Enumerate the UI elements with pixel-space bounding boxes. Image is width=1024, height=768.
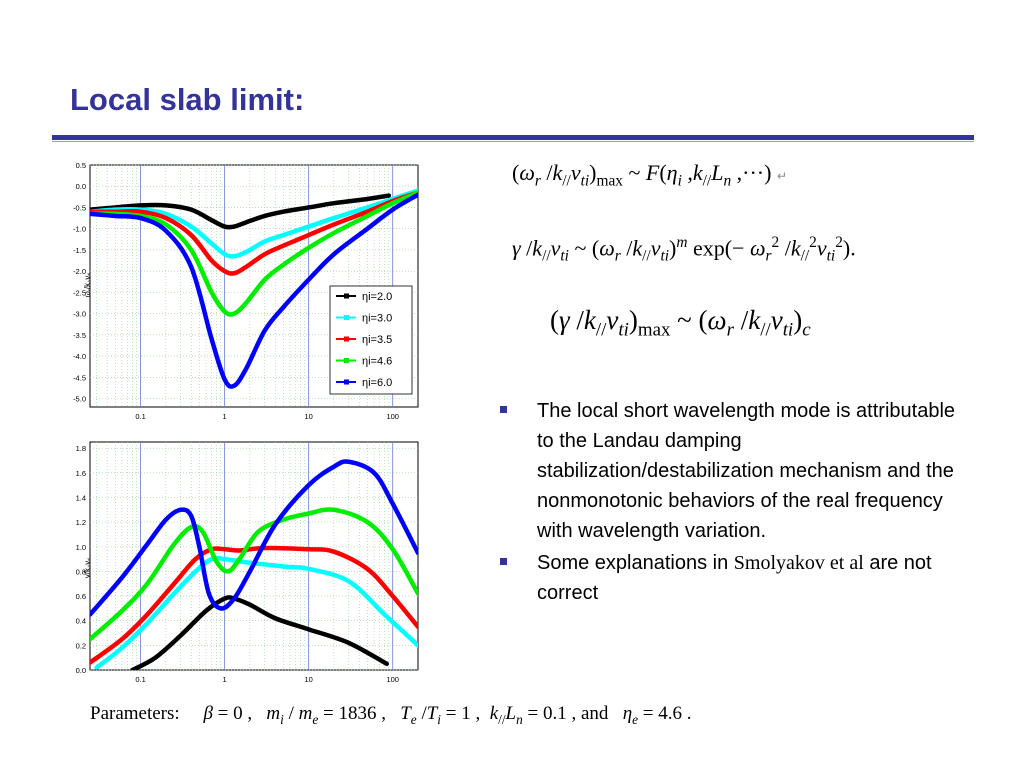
x-tick-label: 0.1: [135, 412, 145, 421]
x-tick-label: 10: [304, 412, 312, 421]
series-line--i-3-5: [90, 190, 418, 276]
legend-marker: [344, 315, 349, 320]
series-line--i-4-6: [90, 507, 418, 642]
series-line--i-6-0: [90, 459, 418, 617]
legend-marker: [344, 336, 349, 342]
y-tick-label: 0.8: [76, 567, 86, 576]
legend-label: ηi=4.6: [362, 356, 392, 368]
equation-2: γ /k//vti ~ (ωr /k//vti)m exp(− ωr2 /k//…: [512, 234, 856, 265]
legend-label: ηi=3.0: [362, 313, 392, 325]
legend-marker: [344, 358, 349, 363]
bullet-square-icon: [500, 558, 507, 565]
legend-label: ηi=6.0: [362, 377, 392, 389]
bullet-text: Some explanations in: [537, 552, 734, 574]
y-tick-label: -0.5: [73, 203, 86, 212]
y-tick-label: -3.5: [73, 331, 86, 340]
bullet-text: The local short wavelength mode is attri…: [537, 400, 956, 542]
y-tick-label: 0.0: [76, 666, 86, 675]
y-tick-label: 0.4: [76, 617, 86, 626]
growth-rate-plot: γ/k//vti 1.81.61.41.21.00.80.60.40.20.00…: [76, 441, 419, 684]
equation-3: (γ /k//vti)max ~ (ωr /k//vti)c: [550, 305, 811, 341]
y-tick-label: -2.0: [73, 267, 86, 276]
y-tick-label: 1.2: [76, 518, 86, 527]
real-frequency-plot: ωr/k//vti 0.50.0-0.5-1.0-1.5-2.0-2.5-3.0…: [73, 161, 419, 421]
y-tick-label: 0.5: [76, 161, 86, 170]
y-tick-label: -1.5: [73, 246, 86, 255]
y-tick-label: -2.5: [73, 288, 86, 297]
x-tick-label: 0.1: [135, 675, 145, 684]
y-tick-label: -1.0: [73, 225, 86, 234]
y-tick-label: 1.4: [76, 493, 86, 502]
parameters-label: Parameters:: [90, 703, 180, 724]
y-tick-label: 0.0: [76, 182, 86, 191]
citation: Smolyakov et al: [733, 552, 864, 574]
legend-label: ηi=3.5: [362, 334, 392, 346]
legend-label: ηi=2.0: [362, 291, 392, 303]
x-tick-label: 10: [304, 675, 312, 684]
y-tick-label: 1.6: [76, 469, 86, 478]
x-tick-label: 100: [386, 412, 399, 421]
series-line--i-6-0: [90, 192, 418, 389]
plot-frame: [89, 441, 419, 671]
series-line--i-3-5: [90, 545, 418, 665]
equation-1: (ωr /k//vti)max ~ F(ηi ,k//Ln ,···) ↵: [512, 160, 788, 190]
slide-title: Local slab limit:: [70, 82, 305, 117]
legend-marker: [344, 293, 349, 299]
title-underline-shadow: [52, 141, 974, 142]
bullet-item: The local short wavelength mode is attri…: [500, 396, 960, 546]
y-tick-label: 0.6: [76, 592, 86, 601]
y-tick-label: -4.5: [73, 373, 86, 382]
parameters-line: Parameters: β = 0 , mi / me = 1836 , Te …: [90, 703, 692, 727]
y-tick-label: -4.0: [73, 352, 86, 361]
bullet-list: The local short wavelength mode is attri…: [500, 396, 960, 610]
series-line--i-3-0: [90, 188, 418, 259]
y-tick-label: -3.0: [73, 310, 86, 319]
y-tick-label: 0.2: [76, 641, 86, 650]
bullet-square-icon: [500, 406, 507, 413]
series-line--i-4-6: [90, 190, 418, 317]
y-tick-label: 1.8: [76, 444, 86, 453]
y-tick-label: -5.0: [73, 395, 86, 404]
series-line--i-3-0: [94, 555, 418, 670]
bullet-item: Some explanations in Smolyakov et al are…: [500, 548, 960, 608]
x-tick-label: 100: [386, 675, 399, 684]
bullet-text-tail: are not correct: [537, 552, 932, 604]
legend-marker: [344, 379, 349, 385]
series-line--i-2-0: [90, 193, 392, 230]
x-tick-label: 1: [223, 675, 227, 684]
y-tick-label: 1.0: [76, 543, 86, 552]
x-tick-label: 1: [223, 412, 227, 421]
title-underline: [52, 135, 974, 140]
